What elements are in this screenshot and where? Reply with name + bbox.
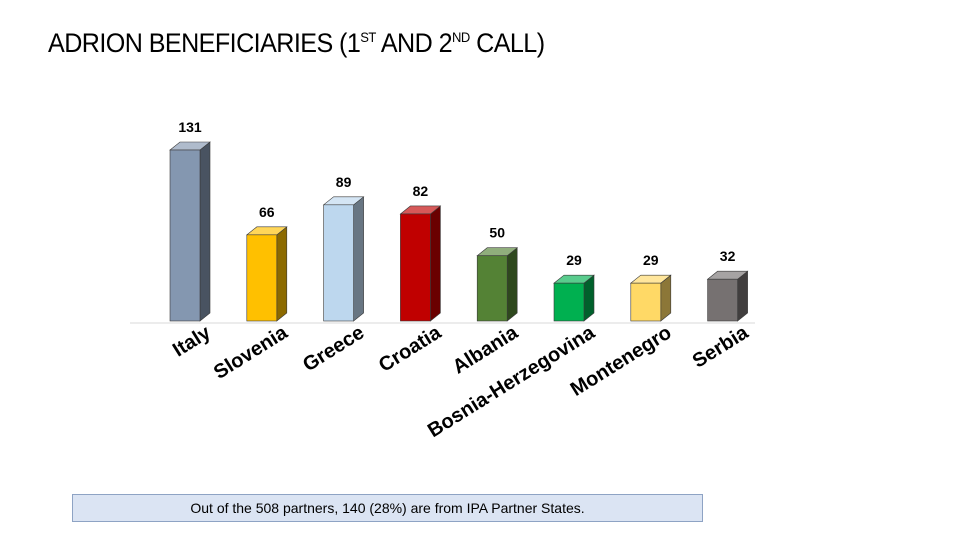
data-label: 32 xyxy=(720,248,736,264)
bar-front xyxy=(400,213,431,322)
data-label: 66 xyxy=(259,204,275,220)
data-label: 29 xyxy=(643,252,659,268)
footnote-box: Out of the 508 partners, 140 (28%) are f… xyxy=(72,494,703,522)
bar-front xyxy=(476,255,508,322)
bar-front xyxy=(169,149,201,322)
category-label: Slovenia xyxy=(210,321,292,384)
bar-bosnia-herzegovina xyxy=(553,274,595,322)
data-label: 50 xyxy=(489,225,505,241)
bar-albania xyxy=(476,247,519,322)
bar-side xyxy=(737,270,748,322)
category-label: Greece xyxy=(299,322,368,377)
bar-front xyxy=(323,204,354,322)
bar-italy xyxy=(169,141,211,322)
data-label: 82 xyxy=(413,183,429,199)
bar-front xyxy=(630,282,662,322)
data-label: 29 xyxy=(566,252,582,268)
bar-side xyxy=(276,226,288,322)
page-title: ADRION BENEFICIARIES (1ST AND 2ND CALL) xyxy=(48,28,545,58)
bar-serbia xyxy=(706,270,749,322)
data-label: 131 xyxy=(178,119,202,135)
bar-slovenia xyxy=(245,226,288,322)
bar-side xyxy=(353,196,364,322)
bar-side xyxy=(430,205,441,322)
bar-croatia xyxy=(399,205,442,322)
data-label: 89 xyxy=(336,174,352,190)
bar-front xyxy=(707,278,738,322)
bar-side xyxy=(199,141,211,322)
category-label: Croatia xyxy=(375,321,446,377)
category-label: Italy xyxy=(169,321,215,361)
category-label: Serbia xyxy=(689,321,753,373)
bar-side xyxy=(506,247,518,322)
bar-greece xyxy=(322,196,365,322)
bar-front xyxy=(553,282,585,322)
bar-montenegro xyxy=(629,274,672,322)
bar-front xyxy=(246,234,278,322)
